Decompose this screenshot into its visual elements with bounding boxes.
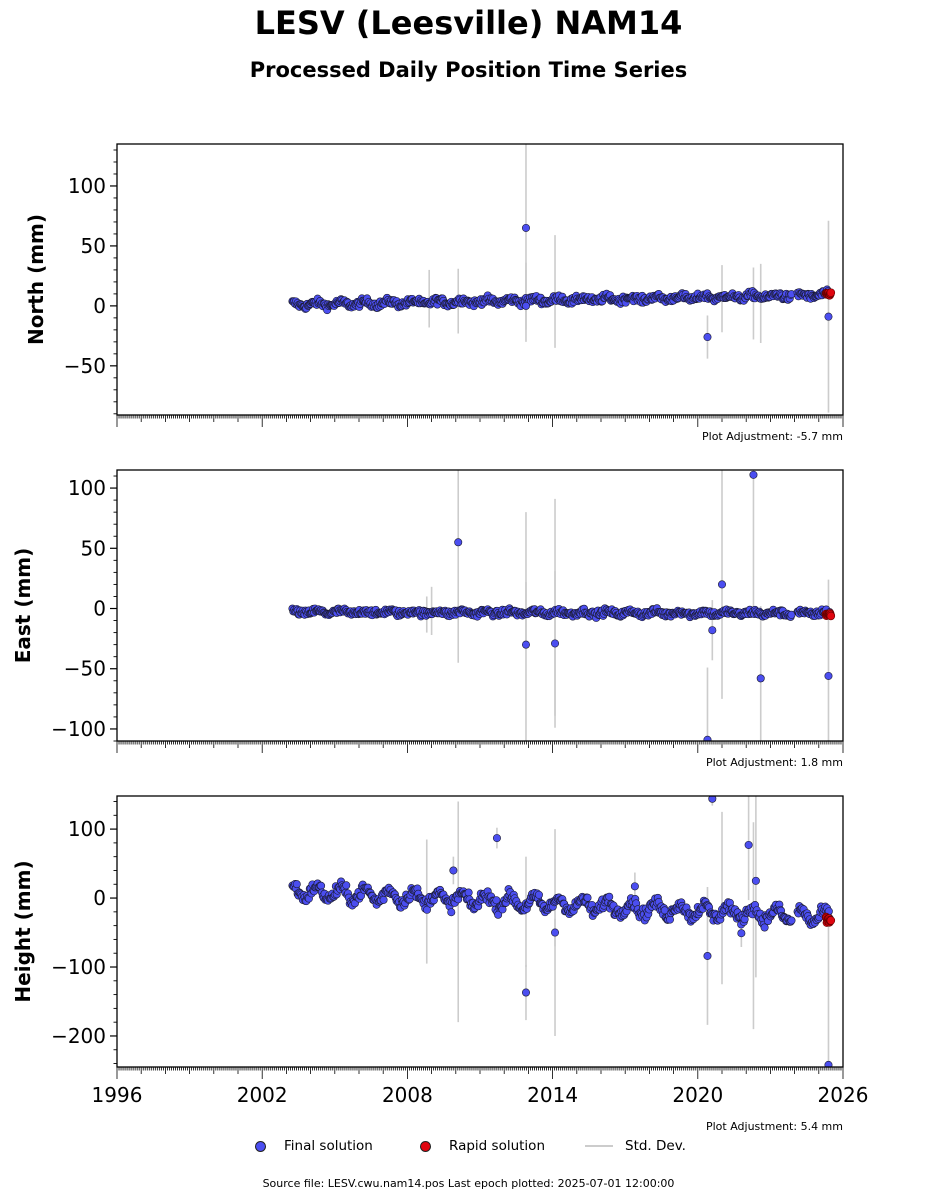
x-tick-label: 2008	[382, 1083, 433, 1107]
outlier-point	[737, 929, 746, 938]
source-footer: Source file: LESV.cwu.nam14.pos Last epo…	[262, 1177, 675, 1190]
y-tick-label: 50	[81, 234, 106, 258]
y-tick-label: −50	[64, 657, 106, 681]
plot-area	[288, 470, 836, 741]
legend-rapid: Rapid solution	[420, 1138, 545, 1154]
outlier-point	[744, 840, 753, 849]
final-solution-points	[288, 796, 834, 1067]
panel-1: −50 0 50 100 North (mm) Plot Adjustment: -5.7…	[24, 143, 844, 443]
outlier-point	[756, 674, 765, 683]
final-point	[605, 892, 614, 901]
x-tick-label: 2020	[672, 1083, 723, 1107]
final-point	[492, 896, 501, 905]
outlier-point	[708, 796, 717, 803]
plot-area	[288, 144, 836, 413]
y-tick-label: −100	[51, 717, 106, 741]
final-point	[292, 880, 301, 889]
y-tick-label: 50	[81, 536, 106, 560]
std-line-icon	[585, 1145, 613, 1147]
final-point	[534, 890, 543, 899]
y-tick-label: −50	[64, 354, 106, 378]
rapid-solution-points	[821, 288, 836, 300]
legend-std-label: Std. Dev.	[625, 1138, 686, 1154]
final-point	[787, 610, 796, 619]
panel-frame	[116, 143, 844, 416]
outlier-point	[703, 333, 712, 342]
plot-area	[288, 796, 836, 1067]
y-tick-label: 100	[68, 476, 106, 500]
chart-title: LESV (Leesville) NAM14	[254, 4, 683, 42]
panel-2: −100 −50 0 50 100 East (mm) Plot Adjustment: 1…	[11, 469, 844, 769]
panel-frame	[116, 469, 844, 742]
x-ticks	[116, 415, 844, 427]
outlier-point	[521, 223, 530, 232]
rapid-marker-icon	[420, 1140, 431, 1152]
final-point	[422, 905, 431, 914]
outlier-point	[521, 640, 530, 649]
rapid-solution-points	[821, 609, 836, 621]
y-tick-label: 0	[93, 294, 106, 318]
outlier-point	[717, 580, 726, 589]
plot-adjustment-note: Plot Adjustment: 5.4 mm	[706, 1120, 843, 1133]
outlier-point	[703, 951, 712, 960]
rapid-point	[826, 288, 836, 297]
final-point	[342, 881, 351, 890]
rapid-point	[826, 916, 836, 925]
outlier-point	[751, 876, 760, 885]
outlier-point	[824, 312, 833, 321]
y-tick-label: −100	[51, 955, 106, 979]
final-point	[787, 916, 796, 925]
final-point	[317, 881, 326, 890]
panel-3: −200 −100 0 100 1996 2002 2008 2014 2020 2026 Heig…	[11, 795, 868, 1133]
outlier-point	[449, 866, 458, 875]
outlier-point	[454, 538, 463, 547]
plot-adjustment-note: Plot Adjustment: 1.8 mm	[706, 756, 843, 769]
x-tick-label: 2002	[237, 1083, 288, 1107]
y-tick-label: 0	[93, 597, 106, 621]
y-axis-label: North (mm)	[24, 214, 48, 345]
x-ticks	[116, 1067, 844, 1079]
legend-rapid-label: Rapid solution	[449, 1138, 545, 1154]
x-tick-label: 2026	[818, 1083, 869, 1107]
outlier-point	[630, 882, 639, 891]
outlier-point	[708, 626, 717, 635]
outlier-point	[749, 470, 758, 479]
outlier-point	[521, 301, 530, 310]
chart-subtitle: Processed Daily Position Time Series	[249, 58, 688, 82]
outlier-point	[492, 834, 501, 843]
outlier-point	[824, 1060, 833, 1067]
rapid-solution-points	[821, 912, 836, 927]
outlier-point	[824, 671, 833, 680]
plot-adjustment-note: Plot Adjustment: -5.7 mm	[702, 430, 843, 443]
final-solution-points	[288, 470, 834, 741]
legend-std: Std. Dev.	[585, 1138, 686, 1154]
x-ticks	[116, 741, 844, 753]
y-axis-label: East (mm)	[11, 548, 35, 664]
y-tick-label: 100	[68, 174, 106, 198]
outlier-point	[551, 639, 560, 648]
final-point	[583, 893, 592, 902]
final-solution-points	[288, 223, 834, 342]
outlier-point	[703, 735, 712, 741]
rapid-point	[826, 611, 836, 621]
x-tick-label: 2014	[527, 1083, 578, 1107]
y-tick-label: 0	[93, 886, 106, 910]
legend-final-label: Final solution	[284, 1138, 373, 1154]
legend-final: Final solution	[255, 1138, 373, 1154]
final-point	[464, 888, 473, 897]
outlier-point	[521, 988, 530, 997]
y-tick-label: 100	[68, 817, 106, 841]
panel-frame	[116, 795, 844, 1068]
y-tick-label: −200	[51, 1024, 106, 1048]
x-tick-label: 1996	[92, 1083, 143, 1107]
outlier-point	[551, 928, 560, 937]
final-point	[447, 908, 456, 917]
y-axis-label: Height (mm)	[11, 860, 35, 1002]
final-point	[379, 895, 388, 904]
final-marker-icon	[255, 1140, 266, 1152]
final-point	[760, 923, 769, 932]
